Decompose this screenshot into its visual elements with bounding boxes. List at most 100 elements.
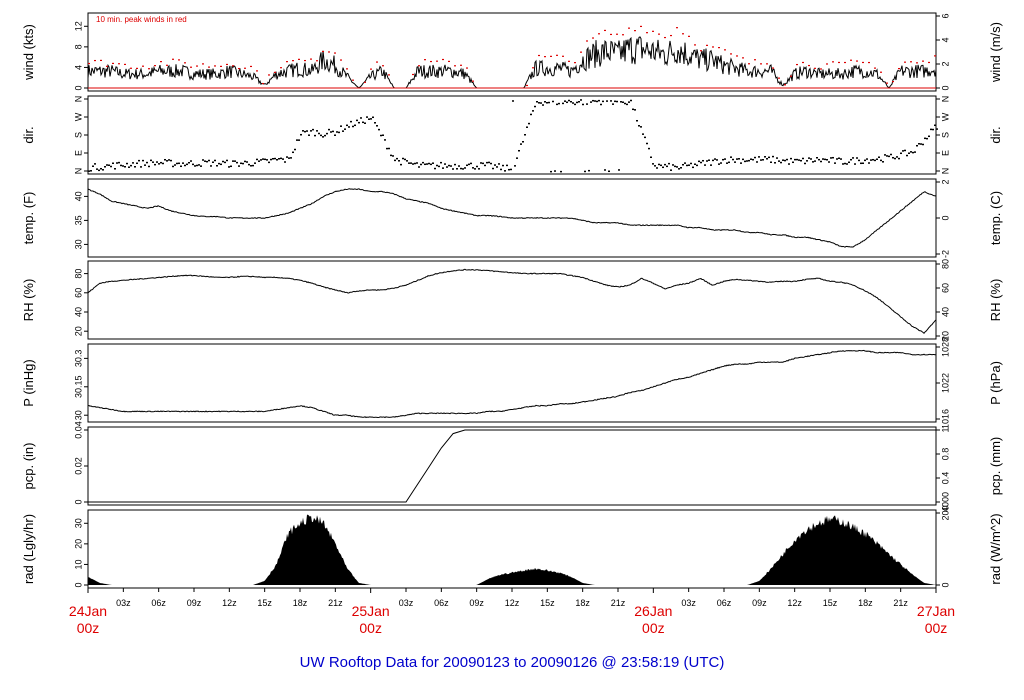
- dir-point: [634, 109, 636, 111]
- dir-point: [830, 157, 832, 159]
- peak-wind-point: [214, 65, 216, 67]
- dir-point: [322, 136, 324, 138]
- xtick-label: 06z: [434, 598, 449, 608]
- dir-point: [846, 163, 848, 165]
- peak-wind-point: [676, 27, 678, 29]
- ytick-right-label: 0: [940, 85, 950, 90]
- peak-wind-point: [928, 61, 930, 64]
- dir-point: [512, 100, 514, 102]
- ytick-right-label: -2: [940, 250, 950, 258]
- dir-point: [236, 161, 238, 164]
- dir-point: [202, 159, 204, 161]
- dir-point: [120, 164, 122, 167]
- panel-frame: [87, 260, 937, 340]
- peak-wind-note: 10 min. peak winds in red: [96, 15, 187, 24]
- peak-wind-point: [922, 60, 924, 62]
- dir-point: [424, 163, 426, 166]
- dir-point: [386, 147, 388, 150]
- peak-wind-point: [868, 61, 870, 64]
- peak-wind-point: [610, 33, 612, 36]
- dir-point: [778, 160, 780, 162]
- ylabel-right: temp. (C): [988, 191, 1003, 245]
- peak-wind-point: [574, 62, 576, 64]
- peak-wind-point: [256, 70, 258, 72]
- temp-series: [87, 188, 937, 248]
- xtick-label: 15z: [540, 598, 555, 608]
- dir-point: [640, 126, 642, 128]
- dir-point: [194, 165, 196, 167]
- dir-point: [860, 162, 862, 165]
- dir-point: [264, 158, 266, 161]
- dir-point: [618, 169, 620, 171]
- dir-point: [696, 164, 698, 167]
- dir-point: [882, 161, 884, 163]
- dir-point: [802, 157, 804, 160]
- dir-point: [338, 131, 340, 134]
- xtick-label: 12z: [787, 598, 802, 608]
- xtick-label: 15z: [257, 598, 272, 608]
- dir-point: [196, 164, 198, 167]
- peak-wind-point: [94, 59, 96, 62]
- ytick-left-label: 20: [73, 539, 83, 549]
- dir-point: [292, 151, 294, 154]
- ytick-left-label: 0: [73, 85, 83, 90]
- peak-wind-point: [682, 33, 684, 35]
- ytick-left-label: 30: [73, 410, 83, 420]
- dir-point: [100, 167, 102, 170]
- peak-wind-point: [460, 64, 462, 66]
- dir-point: [102, 169, 104, 171]
- dir-point: [114, 168, 116, 170]
- ytick-right-label: 200: [940, 505, 950, 520]
- dir-point: [784, 159, 786, 162]
- dir-point: [680, 167, 682, 169]
- dir-point: [570, 100, 572, 103]
- dir-point: [270, 158, 272, 161]
- dir-point: [840, 158, 842, 160]
- ytick-left-label: 20: [73, 326, 83, 336]
- dir-point: [614, 100, 616, 103]
- dir-point: [208, 159, 210, 162]
- peak-wind-point: [832, 61, 834, 63]
- peak-wind-point: [688, 35, 690, 37]
- dir-point: [364, 122, 366, 124]
- peak-wind-point: [286, 61, 288, 63]
- dir-point: [160, 161, 162, 164]
- dir-point: [558, 102, 560, 105]
- peak-wind-point: [136, 67, 138, 70]
- dir-point: [248, 163, 250, 166]
- ylabel-right: pcp. (mm): [988, 437, 1003, 496]
- day-label-hour: 00z: [642, 620, 665, 636]
- dir-point: [128, 166, 130, 168]
- ylabel-right: RH (%): [988, 279, 1003, 322]
- peak-wind-point: [124, 63, 126, 66]
- dir-point: [138, 159, 140, 162]
- dir-point: [806, 160, 808, 162]
- dir-point: [492, 167, 494, 170]
- peak-wind-point: [202, 63, 204, 65]
- dir-point: [924, 137, 926, 140]
- dir-point: [514, 165, 516, 167]
- dir-point: [832, 156, 834, 159]
- dir-point: [396, 157, 398, 160]
- peak-wind-point: [280, 67, 282, 69]
- peak-wind-point: [538, 54, 540, 57]
- ylabel-left: dir.: [21, 126, 36, 143]
- dir-point: [334, 134, 336, 136]
- peak-wind-point: [646, 32, 648, 34]
- dir-point: [524, 134, 526, 136]
- dir-point: [516, 157, 518, 159]
- peak-wind-point: [808, 64, 810, 67]
- dir-point: [642, 133, 644, 135]
- pressure-series: [87, 349, 936, 419]
- dir-point: [746, 160, 748, 162]
- peak-wind-point: [700, 50, 702, 52]
- dir-point: [326, 132, 328, 135]
- dir-point: [790, 157, 792, 160]
- peak-wind-point: [184, 62, 186, 64]
- dir-point: [706, 160, 708, 162]
- dir-point: [932, 128, 934, 131]
- dir-point: [456, 168, 458, 170]
- peak-wind-point: [712, 46, 714, 48]
- dir-point: [892, 156, 894, 159]
- dir-point: [510, 168, 512, 171]
